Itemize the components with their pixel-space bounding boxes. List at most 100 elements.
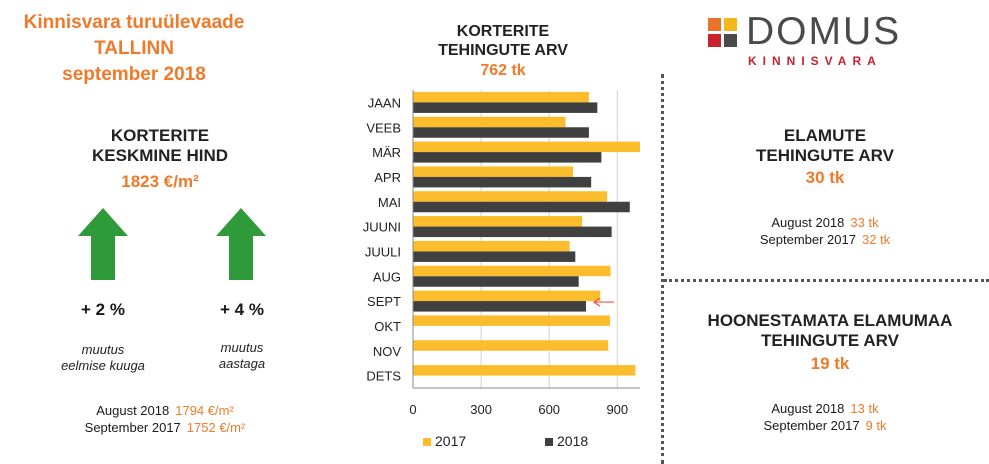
legend-label-2018: 2018 bbox=[557, 433, 588, 449]
comparison-value: 33 tk bbox=[850, 215, 879, 230]
houses-title-line2: TEHINGUTE ARV bbox=[756, 146, 894, 165]
yearly-note-line1: muutus bbox=[220, 340, 264, 355]
chart-title-line2: TEHINGUTE ARV bbox=[438, 42, 568, 59]
transactions-bar-chart: JAAN VEEB MÄR APR MAI JUUNI JUULI AUG SEPT OKT NOV… bbox=[363, 90, 640, 449]
bar-2017-mär bbox=[413, 141, 640, 153]
houses-comparison-row: September 2017 32 tk bbox=[705, 231, 945, 248]
land-comparison-row: August 2018 13 tk bbox=[705, 400, 945, 417]
bar-2018-veeb bbox=[413, 127, 589, 138]
y-tick-label: JUULI bbox=[365, 244, 401, 259]
land-title-line2: TEHINGUTE ARV bbox=[761, 331, 899, 350]
y-tick-label: MÄR bbox=[372, 145, 401, 160]
y-tick-label: JUUNI bbox=[363, 220, 401, 235]
bar-2017-juuni bbox=[413, 216, 583, 227]
domus-logo: DOMUS KINNISVARA bbox=[708, 10, 968, 74]
price-comparisons: August 2018 1794 €/m² September 2017 1752 … bbox=[40, 402, 290, 436]
comparison-label: August 2018 bbox=[771, 215, 845, 230]
bar-2018-mär bbox=[413, 152, 602, 163]
monthly-change-note: muutus eelmise kuuga bbox=[28, 342, 178, 374]
chart-subtitle: 762 tk bbox=[480, 62, 526, 79]
yearly-note-line2: aastaga bbox=[218, 356, 266, 371]
y-tick-label: SEPT bbox=[367, 294, 401, 309]
bar-2017-okt bbox=[413, 315, 611, 326]
bar-2017-jaan bbox=[413, 91, 589, 103]
houses-title-line1: ELAMUTE bbox=[783, 126, 867, 145]
land-section-title: HOONESTAMATA ELAMUMAA TEHINGUTE ARV bbox=[680, 311, 980, 351]
price-title-line1: KORTERITE bbox=[110, 126, 210, 145]
x-tick-label: 300 bbox=[470, 402, 492, 417]
bar-2018-juuni bbox=[413, 226, 612, 238]
bar-2017-juuli bbox=[413, 240, 570, 252]
comparison-label: September 2017 bbox=[763, 418, 860, 433]
bar-2018-mai bbox=[413, 201, 630, 213]
report-title: Kinnisvara turuülevaade TALLINN septembe… bbox=[0, 10, 268, 88]
x-tick-label: 900 bbox=[606, 402, 628, 417]
price-section-title: KORTERITE KESKMINE HIND bbox=[60, 126, 260, 166]
bar-2018-juuli bbox=[413, 251, 576, 262]
comparison-label: September 2017 bbox=[759, 232, 856, 247]
bar-2017-nov bbox=[413, 340, 609, 351]
price-comparison-row: August 2018 1794 €/m² bbox=[40, 402, 290, 419]
bar-2018-apr bbox=[413, 176, 592, 188]
price-title-line2: KESKMINE HIND bbox=[91, 146, 228, 165]
annotation-arrowhead-icon bbox=[592, 297, 601, 307]
report-title-line1: Kinnisvara turuülevaade bbox=[23, 12, 245, 33]
bar-2017-aug bbox=[413, 265, 611, 277]
logo-square-orange bbox=[708, 18, 721, 31]
report-title-city: TALLINN bbox=[94, 38, 174, 59]
yearly-change-value: + 4 % bbox=[220, 300, 264, 319]
houses-comparisons: August 2018 33 tk September 2017 32 tk bbox=[705, 214, 945, 248]
logo-square-gray bbox=[724, 34, 737, 47]
comparison-value: 13 tk bbox=[850, 401, 879, 416]
logo-subtitle: KINNISVARA bbox=[748, 54, 882, 68]
houses-comparison-row: August 2018 33 tk bbox=[705, 214, 945, 231]
houses-value: 30 tk bbox=[805, 168, 845, 187]
comparison-label: September 2017 bbox=[84, 420, 181, 435]
y-tick-label: NOV bbox=[373, 344, 402, 359]
y-tick-label: AUG bbox=[373, 269, 401, 284]
monthly-note-line2: eelmise kuuga bbox=[61, 358, 145, 373]
legend-swatch-2017 bbox=[423, 438, 431, 446]
land-comparison-row: September 2017 9 tk bbox=[705, 417, 945, 434]
bar-2017-dets bbox=[413, 365, 636, 376]
houses-section-title: ELAMUTE TEHINGUTE ARV bbox=[705, 126, 945, 166]
logo-square-yellow bbox=[724, 18, 737, 31]
price-up-year-arrow-icon bbox=[216, 208, 266, 280]
vertical-divider bbox=[661, 74, 664, 464]
y-tick-label: APR bbox=[374, 170, 401, 185]
land-comparisons: August 2018 13 tk September 2017 9 tk bbox=[705, 400, 945, 434]
land-title-line1: HOONESTAMATA ELAMUMAA bbox=[707, 311, 953, 330]
comparison-label: August 2018 bbox=[96, 403, 170, 418]
monthly-note-line1: muutus bbox=[81, 342, 125, 357]
y-tick-label: JAAN bbox=[368, 95, 401, 110]
land-value: 19 tk bbox=[810, 354, 850, 373]
comparison-value: 1794 €/m² bbox=[175, 403, 234, 418]
comparison-value: 9 tk bbox=[865, 418, 887, 433]
bar-2018-sept bbox=[413, 301, 586, 312]
x-tick-label: 0 bbox=[409, 402, 416, 417]
report-title-period: september 2018 bbox=[62, 64, 206, 85]
price-value: 1823 €/m² bbox=[121, 172, 199, 191]
bar-2017-mai bbox=[413, 191, 608, 202]
price-up-month-arrow-icon bbox=[78, 208, 128, 280]
price-comparison-row: September 2017 1752 €/m² bbox=[40, 419, 290, 436]
legend-swatch-2018 bbox=[545, 438, 553, 446]
bar-2018-aug bbox=[413, 276, 579, 287]
x-tick-label: 600 bbox=[538, 402, 560, 417]
logo-name: DOMUS bbox=[746, 10, 902, 53]
monthly-change-value: + 2 % bbox=[81, 300, 125, 319]
y-tick-label: MAI bbox=[378, 195, 401, 210]
bar-2017-apr bbox=[413, 166, 574, 177]
y-tick-label: DETS bbox=[366, 369, 401, 384]
chart-title: KORTERITE TEHINGUTE ARV bbox=[398, 22, 608, 60]
bar-2017-veeb bbox=[413, 116, 566, 128]
y-tick-label: OKT bbox=[374, 319, 401, 334]
comparison-label: August 2018 bbox=[771, 401, 845, 416]
bar-2018-jaan bbox=[413, 102, 598, 113]
comparison-value: 1752 €/m² bbox=[186, 420, 246, 435]
logo-square-red bbox=[708, 34, 721, 47]
y-tick-label: VEEB bbox=[366, 120, 401, 135]
yearly-change-note: muutus aastaga bbox=[167, 340, 317, 372]
chart-title-line1: KORTERITE bbox=[456, 23, 550, 40]
legend-label-2017: 2017 bbox=[435, 433, 466, 449]
